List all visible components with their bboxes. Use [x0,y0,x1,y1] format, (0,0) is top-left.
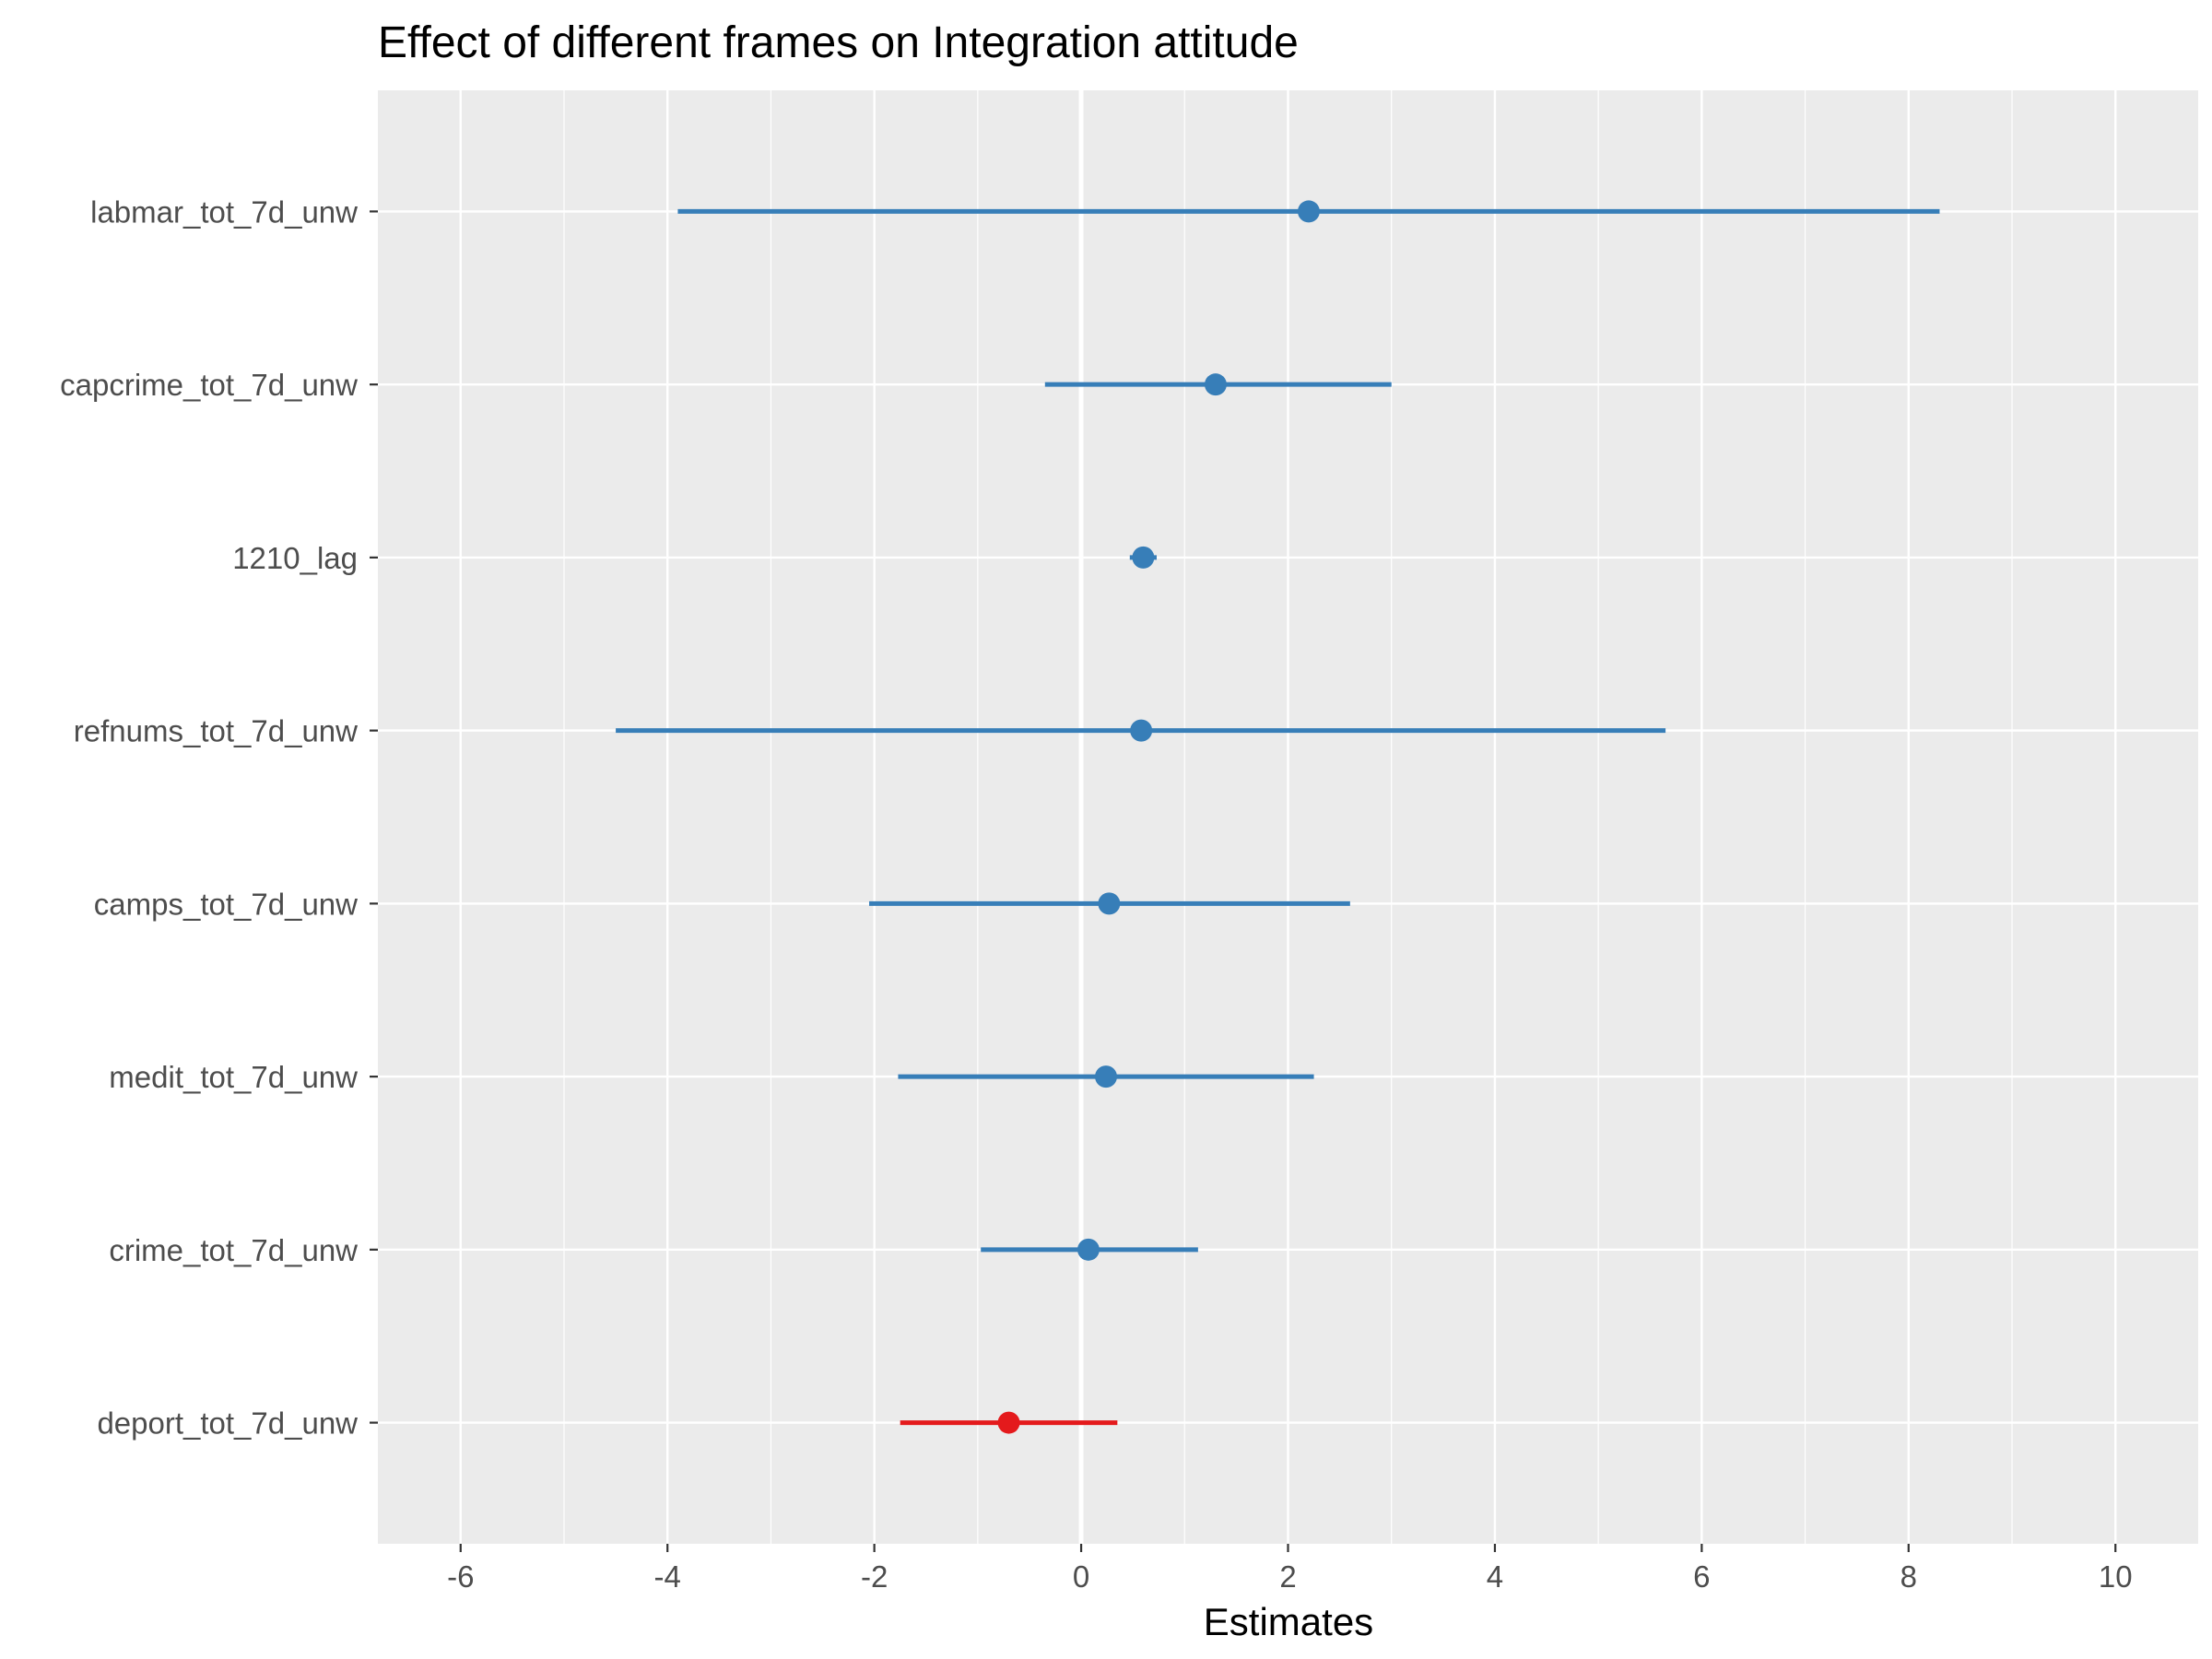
x-axis-label: Estimates [1204,1600,1373,1643]
estimate-point [1130,719,1153,742]
x-tick-label: 8 [1900,1559,1917,1594]
x-tick-label: -6 [447,1559,474,1594]
x-tick-label: 6 [1693,1559,1710,1594]
x-tick-label: 2 [1279,1559,1296,1594]
estimate-point [997,1411,1020,1434]
x-tick-label: 4 [1487,1559,1503,1594]
x-tick-label: 10 [2099,1559,2133,1594]
y-tick-label: capcrime_tot_7d_unw [60,368,358,402]
estimate-point [1297,200,1320,223]
y-tick-label: crime_tot_7d_unw [109,1233,358,1267]
y-tick-label: 1210_lag [232,541,358,575]
y-axis: labmar_tot_7d_unw capcrime_tot_7d_unw 1210… [60,194,378,1441]
x-axis: -6 -4 -2 0 2 4 6 8 10 [447,1544,2133,1594]
estimate-point [1095,1065,1117,1088]
x-tick-label: -4 [654,1559,681,1594]
y-tick-label: deport_tot_7d_unw [97,1406,358,1441]
y-tick-label: refnums_tot_7d_unw [74,714,358,748]
y-tick-label: labmar_tot_7d_unw [90,194,358,229]
y-tick-label: camps_tot_7d_unw [94,887,358,921]
x-tick-label: -2 [861,1559,888,1594]
y-tick-label: medit_tot_7d_unw [109,1060,358,1094]
chart-title: Effect of different frames on Integratio… [378,18,1299,67]
estimate-marks [616,200,1940,1434]
estimate-point [1132,546,1155,569]
x-tick-label: 0 [1073,1559,1089,1594]
estimate-point [1098,892,1121,915]
estimate-point [1204,373,1227,396]
estimate-point [1077,1238,1100,1261]
